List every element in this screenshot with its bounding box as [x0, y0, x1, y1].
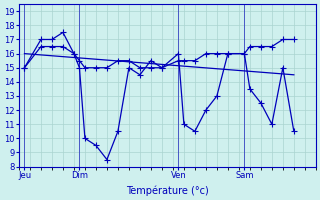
X-axis label: Température (°c): Température (°c) [126, 185, 209, 196]
